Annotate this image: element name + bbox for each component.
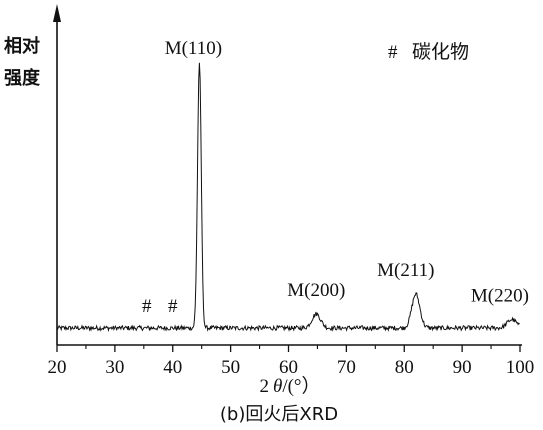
- axes: [53, 4, 522, 346]
- x-axis-label: 2 θ/(°）: [259, 375, 320, 397]
- x-tick-label: 60: [279, 357, 298, 378]
- x-tick-label: 70: [337, 357, 356, 378]
- y-axis-label-line1: 相对: [4, 35, 40, 57]
- x-tick-label: 100: [506, 357, 535, 378]
- x-tick-label: 40: [163, 357, 182, 378]
- x-ticks: 20 30 40 50 60 70 80 90 100: [48, 345, 535, 378]
- x-tick-label: 20: [48, 357, 67, 378]
- x-tick-label: 90: [453, 357, 472, 378]
- carbide-marks: # #: [142, 296, 178, 317]
- x-tick-label: 50: [221, 357, 240, 378]
- x-tick-label: 30: [105, 357, 124, 378]
- peak-label: M(110): [165, 38, 222, 59]
- peak-label: M(220): [471, 286, 529, 307]
- x-axis-label-prefix: 2: [259, 376, 269, 397]
- xrd-series-line: [56, 62, 520, 333]
- x-axis-label-suffix: /(°）: [282, 375, 320, 397]
- y-axis-label-line2: 强度: [4, 67, 41, 89]
- figure-caption: (b)回火后XRD: [220, 404, 338, 425]
- x-tick-label: 80: [395, 357, 414, 378]
- peak-labels: M(110) M(200) M(211) M(220): [165, 38, 529, 307]
- carbide-mark: #: [168, 296, 178, 317]
- carbide-mark: #: [142, 296, 152, 317]
- legend: # 碳化物: [388, 41, 469, 63]
- y-axis-arrow: [53, 4, 61, 22]
- peak-label: M(200): [287, 280, 345, 301]
- peak-label: M(211): [377, 260, 434, 281]
- legend-symbol: #: [388, 42, 398, 63]
- legend-text: 碳化物: [412, 41, 469, 63]
- x-axis-label-theta: θ: [273, 376, 282, 397]
